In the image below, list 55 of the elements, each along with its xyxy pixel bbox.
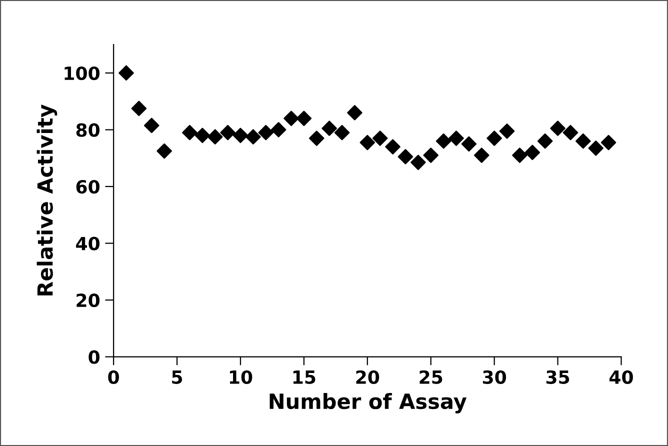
point (423, 148, 438, 163)
point (194, 128, 210, 144)
point (486, 130, 502, 146)
point (385, 139, 400, 154)
point (550, 120, 566, 136)
point (372, 130, 388, 146)
point (284, 110, 299, 126)
point (576, 133, 591, 149)
point (118, 65, 134, 81)
point (436, 133, 452, 149)
point (207, 129, 223, 144)
point (156, 143, 172, 159)
y-tick-label: 0 (88, 350, 100, 364)
point (448, 130, 464, 146)
x-tick-label: 25 (420, 370, 442, 384)
point (347, 105, 362, 120)
point (246, 129, 261, 144)
point (270, 122, 286, 138)
point (322, 120, 337, 136)
point (499, 124, 515, 139)
point (131, 100, 147, 116)
x-tick-label: 35 (546, 370, 570, 384)
x-tick-label: 40 (609, 370, 633, 384)
point (524, 144, 540, 160)
x-tick-label: 15 (293, 370, 316, 384)
point (334, 124, 350, 140)
point (562, 124, 578, 140)
x-tick-label: 5 (172, 370, 182, 384)
point (144, 118, 160, 134)
y-tick-label: 60 (76, 180, 100, 194)
y-tick-label: 80 (76, 123, 100, 137)
x-axis-title: Number of Assay (270, 393, 467, 414)
point (474, 148, 490, 163)
x-tick-label: 10 (230, 370, 252, 384)
point (258, 124, 274, 140)
point (308, 130, 324, 146)
point (588, 140, 604, 156)
y-axis-title: Relative Activity (36, 104, 58, 296)
point (398, 149, 414, 164)
point (360, 134, 376, 150)
y-tick-label: 20 (76, 293, 100, 308)
y-tick-label: 40 (76, 236, 100, 250)
point (461, 136, 477, 152)
point (182, 124, 198, 140)
point (512, 148, 528, 163)
point (232, 128, 248, 144)
point (600, 134, 616, 150)
point (220, 124, 236, 140)
point (410, 154, 426, 170)
point (296, 110, 312, 126)
x-tick-label: 30 (482, 370, 506, 384)
point (537, 133, 553, 149)
x-tick-label: 0 (108, 370, 119, 384)
x-tick-label: 20 (356, 370, 380, 384)
y-tick-label: 100 (64, 66, 100, 80)
